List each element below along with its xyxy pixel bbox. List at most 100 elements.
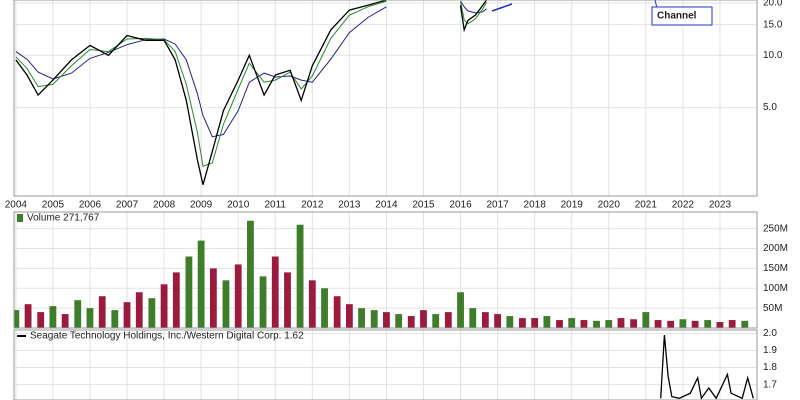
- volume-icon: [17, 214, 23, 222]
- x-tick-label: 2021: [635, 200, 658, 211]
- volume-bar: [209, 268, 217, 328]
- volume-bar: [432, 314, 440, 328]
- volume-bar: [543, 316, 551, 328]
- series-line: [15, 0, 487, 167]
- volume-bar: [741, 320, 749, 328]
- x-tick-label: 2018: [524, 200, 547, 211]
- panel: [14, 0, 757, 196]
- y-tick-label: 1.9: [763, 345, 777, 356]
- x-tick-label: 2008: [153, 200, 176, 211]
- volume-bar: [691, 320, 699, 328]
- y-tick-label: 250M: [763, 223, 788, 234]
- y-tick-label: 20.0: [763, 0, 783, 9]
- y-tick-label: 10.0: [763, 50, 783, 61]
- volume-bar: [593, 320, 600, 328]
- panel: [14, 212, 757, 328]
- volume-bar: [630, 319, 638, 328]
- volume-title: Volume 271,767: [27, 213, 100, 224]
- series-line: [660, 335, 754, 400]
- x-tick-label: 2012: [301, 200, 324, 211]
- x-tick-label: 2022: [672, 200, 695, 211]
- x-tick-label: 2016: [449, 200, 472, 211]
- volume-bar: [556, 320, 563, 328]
- price-panel-frame: [13, 0, 758, 197]
- volume-bar: [308, 280, 316, 328]
- volume-bar: [679, 319, 687, 328]
- y-tick-label: 1.7: [763, 379, 777, 390]
- panel: [14, 330, 757, 400]
- volume-bar: [531, 318, 539, 328]
- volume-bar: [321, 288, 328, 328]
- volume-bar: [49, 306, 57, 328]
- annotation-box: [651, 6, 713, 26]
- volume-bar: [37, 312, 45, 328]
- x-tick-label: 2020: [598, 200, 621, 211]
- x-tick-label: 2015: [412, 200, 435, 211]
- x-tick-label: 2010: [227, 200, 250, 211]
- y-tick-label: 200M: [763, 243, 788, 254]
- volume-bar: [247, 220, 254, 328]
- x-tick-label: 2019: [561, 200, 584, 211]
- volume-bar: [370, 310, 378, 328]
- volume-bar: [284, 272, 291, 328]
- y-tick-label: 50M: [763, 303, 782, 314]
- volume-bar: [716, 322, 724, 328]
- volume-bar: [580, 320, 588, 328]
- volume-panel-frame: [13, 211, 758, 329]
- volume-bar: [24, 304, 32, 328]
- x-tick-label: 2007: [116, 200, 139, 211]
- volume-bar: [98, 296, 106, 328]
- volume-bar: [420, 310, 427, 328]
- volume-bar: [61, 314, 69, 328]
- x-tick-label: 2017: [486, 200, 509, 211]
- ratio-title: Seagate Technology Holdings, Inc./Wester…: [30, 331, 304, 342]
- volume-bar: [345, 304, 353, 328]
- volume-bar: [617, 318, 625, 328]
- volume-bar: [494, 314, 502, 328]
- series-line: [15, 0, 488, 185]
- channel-line: [491, 3, 513, 12]
- annotation: Channel: [657, 11, 697, 22]
- volume-bar: [123, 302, 131, 328]
- x-tick-label: 2005: [42, 200, 65, 211]
- volume-bar: [667, 320, 675, 328]
- volume-bar: [407, 316, 415, 328]
- volume-bar: [296, 224, 304, 328]
- volume-bar: [642, 312, 650, 328]
- x-tick-label: 2009: [190, 200, 213, 211]
- volume-bar: [605, 320, 613, 328]
- volume-bar: [271, 256, 279, 328]
- volume-bar: [469, 308, 477, 328]
- volume-bar: [395, 314, 403, 328]
- volume-bar: [74, 300, 82, 328]
- volume-bar: [506, 316, 514, 328]
- volume-bar: [704, 320, 712, 328]
- volume-bar: [481, 312, 489, 328]
- volume-bar: [14, 310, 20, 328]
- y-tick-label: 1.8: [763, 362, 777, 373]
- x-tick-label: 2004: [5, 200, 28, 211]
- y-tick-label: 15.0: [763, 19, 783, 30]
- volume-bar: [457, 292, 464, 328]
- x-tick-label: 2006: [79, 200, 102, 211]
- volume-bar: [728, 320, 736, 328]
- volume-bar: [111, 310, 119, 328]
- x-tick-label: 2013: [338, 200, 361, 211]
- volume-bar: [160, 284, 168, 328]
- volume-bar: [383, 312, 390, 328]
- volume-bar: [654, 320, 662, 328]
- volume-bar: [234, 264, 242, 328]
- x-tick-label: 2014: [375, 200, 398, 211]
- volume-bar: [333, 296, 341, 328]
- y-tick-label: 100M: [763, 283, 788, 294]
- ratio-panel-frame: [13, 329, 758, 400]
- y-tick-label: 2.0: [763, 328, 777, 339]
- volume-bar: [86, 308, 94, 328]
- volume-bar: [568, 318, 576, 328]
- y-tick-label: 5.0: [763, 102, 777, 113]
- volume-bar: [185, 256, 193, 328]
- volume-bar: [222, 280, 230, 328]
- volume-bar: [197, 240, 205, 328]
- volume-bar: [259, 276, 267, 328]
